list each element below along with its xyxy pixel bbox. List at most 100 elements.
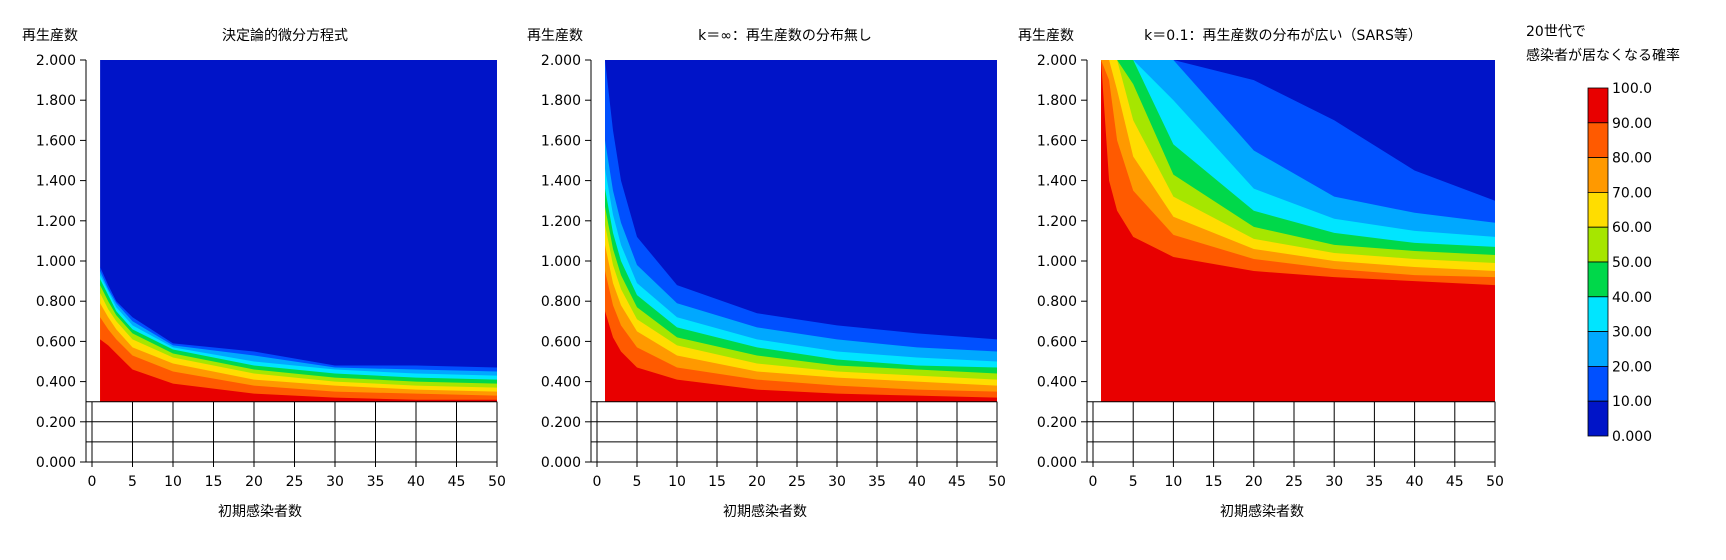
chart-panel-k-infinity: k＝∞：再生産数の分布無し 再生産数 初期感染者数 0.000 0.200 0.40… <box>527 28 1006 520</box>
x-tick-label: 15 <box>708 474 726 490</box>
x-tick-label: 25 <box>1285 474 1303 490</box>
legend-swatch <box>1587 365 1609 402</box>
x-tick-label: 30 <box>326 474 344 490</box>
legend-label: 40.00 <box>1612 290 1652 306</box>
x-tick-label: 20 <box>748 474 766 490</box>
y-tick-label: 0.600 <box>36 334 76 350</box>
y-tick-label: 0.000 <box>541 455 581 471</box>
y-tick-label: 1.000 <box>541 254 581 270</box>
x-tick-label: 10 <box>164 474 182 490</box>
y-tick-label: 0.800 <box>1037 294 1077 310</box>
x-tick-label: 50 <box>988 474 1006 490</box>
x-tick-label: 45 <box>1446 474 1464 490</box>
y-tick-label: 0.600 <box>1037 334 1077 350</box>
y-tick-label: 1.600 <box>36 133 76 149</box>
legend-swatch <box>1587 87 1609 124</box>
legend-label: 50.00 <box>1612 255 1652 271</box>
heatmap-band-70-80 <box>605 244 997 402</box>
x-tick-label: 5 <box>633 474 642 490</box>
x-tick-label: 30 <box>1325 474 1343 490</box>
x-tick-label: 10 <box>668 474 686 490</box>
y-tick-label: 0.200 <box>541 415 581 431</box>
y-axis-label: 再生産数 <box>22 28 78 44</box>
x-tick-label: 5 <box>128 474 137 490</box>
x-tick-label: 35 <box>1365 474 1383 490</box>
y-tick-label: 0.200 <box>36 415 76 431</box>
heatmap-band-80-90 <box>100 317 497 402</box>
y-tick-label: 1.000 <box>1037 254 1077 270</box>
y-tick-label: 2.000 <box>1037 53 1077 69</box>
y-tick-label: 1.200 <box>36 214 76 230</box>
x-tick-label: 25 <box>286 474 304 490</box>
x-tick-label: 5 <box>1129 474 1138 490</box>
y-axis-label: 再生産数 <box>527 28 583 44</box>
legend-swatch <box>1587 261 1609 298</box>
y-tick-label: 1.800 <box>36 93 76 109</box>
x-tick-label: 35 <box>367 474 385 490</box>
x-tick-label: 40 <box>908 474 926 490</box>
x-tick-label: 50 <box>488 474 506 490</box>
x-tick-label: 45 <box>448 474 466 490</box>
y-tick-label: 0.800 <box>541 294 581 310</box>
legend-swatch <box>1587 296 1609 332</box>
x-tick-label: 35 <box>868 474 886 490</box>
legend-label: 90.00 <box>1612 116 1652 132</box>
legend-swatch <box>1587 157 1609 193</box>
x-axis-label: 初期感染者数 <box>218 503 302 520</box>
legend-label: 30.00 <box>1612 325 1652 341</box>
x-tick-label: 50 <box>1486 474 1504 490</box>
x-tick-label: 20 <box>245 474 263 490</box>
heatmap-band-90-100 <box>1101 60 1495 402</box>
heatmap-band-60-70 <box>605 224 997 402</box>
plot-area: 0.000 0.200 0.400 0.600 0.800 1.000 1.200 1.400… <box>36 53 506 490</box>
x-tick-label: 45 <box>948 474 966 490</box>
x-tick-label: 25 <box>788 474 806 490</box>
y-tick-label: 0.400 <box>36 375 76 391</box>
y-tick-label: 1.200 <box>1037 214 1077 230</box>
legend-label: 80.00 <box>1612 151 1652 167</box>
legend-swatch <box>1587 226 1609 263</box>
y-tick-label: 0.000 <box>36 455 76 471</box>
legend-label: 10.00 <box>1612 394 1652 410</box>
y-tick-label: 1.800 <box>541 93 581 109</box>
plot-area: 0.000 0.200 0.400 0.600 0.800 1.000 1.200 1.400… <box>1037 53 1504 490</box>
y-tick-label: 1.600 <box>1037 133 1077 149</box>
y-tick-label: 1.600 <box>541 133 581 149</box>
y-tick-label: 0.600 <box>541 334 581 350</box>
chart-panel-k-0-1: k＝0.1：再生産数の分布が広い（SARS等） 再生産数 初期感染者数 0.00… <box>1018 27 1504 520</box>
y-tick-label: 1.400 <box>1037 174 1077 190</box>
legend-label: 70.00 <box>1612 185 1652 201</box>
y-tick-label: 1.200 <box>541 214 581 230</box>
legend-label: 20.00 <box>1612 359 1652 375</box>
chart-title: k＝0.1：再生産数の分布が広い（SARS等） <box>1144 27 1422 44</box>
legend-label: 0.000 <box>1612 429 1652 445</box>
chart-title: 決定論的微分方程式 <box>222 28 348 44</box>
legend-label: 60.00 <box>1612 220 1652 236</box>
y-tick-label: 2.000 <box>36 53 76 69</box>
heatmap-band-90-100 <box>100 339 497 402</box>
chart-title: k＝∞：再生産数の分布無し <box>698 28 872 44</box>
y-axis-label: 再生産数 <box>1018 28 1074 44</box>
x-tick-label: 0 <box>1089 474 1098 490</box>
x-tick-label: 15 <box>205 474 223 490</box>
heatmap-band-90-100 <box>605 311 997 402</box>
legend-swatch <box>1587 191 1609 228</box>
y-tick-label: 1.000 <box>36 254 76 270</box>
legend-swatch <box>1587 122 1609 159</box>
y-tick-label: 0.000 <box>1037 455 1077 471</box>
legend-label: 100.0 <box>1612 81 1652 97</box>
y-tick-label: 2.000 <box>541 53 581 69</box>
y-tick-label: 0.400 <box>541 375 581 391</box>
color-legend: 20世代で 感染者が居なくなる確率 100.0 90.00 80.00 70.00 60… <box>1526 24 1680 445</box>
y-tick-label: 1.400 <box>541 174 581 190</box>
y-tick-label: 0.800 <box>36 294 76 310</box>
x-tick-label: 0 <box>88 474 97 490</box>
legend-title-line1: 20世代で <box>1526 24 1586 40</box>
x-tick-label: 20 <box>1245 474 1263 490</box>
legend-swatch <box>1587 331 1609 367</box>
legend-title-line2: 感染者が居なくなる確率 <box>1526 47 1680 64</box>
x-tick-label: 30 <box>828 474 846 490</box>
legend-swatch <box>1587 400 1609 437</box>
x-axis-label: 初期感染者数 <box>723 503 807 520</box>
